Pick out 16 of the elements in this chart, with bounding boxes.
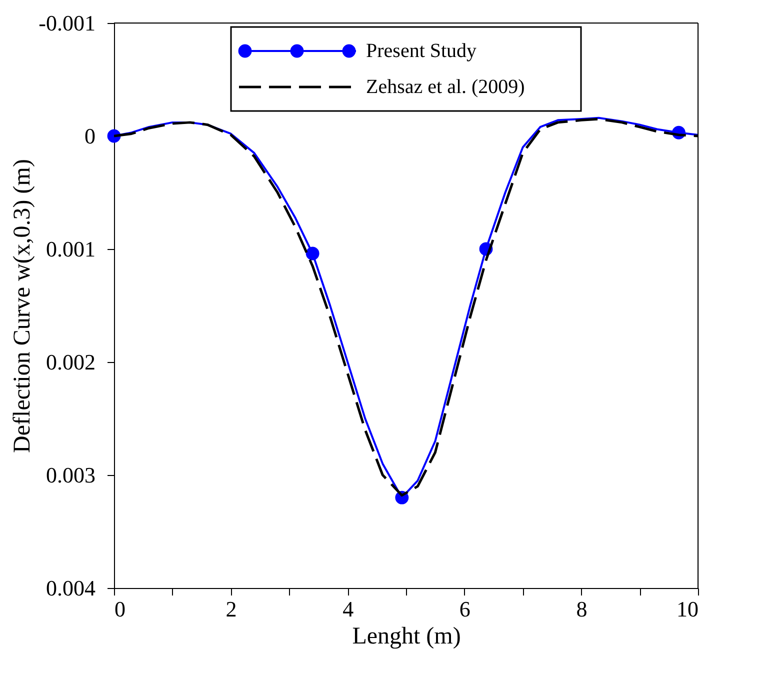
y-tick-label: 0.002 bbox=[46, 350, 96, 374]
x-tick-label: 2 bbox=[226, 596, 237, 622]
y-tick-label: 0.001 bbox=[46, 236, 96, 262]
x-tick-label: 8 bbox=[576, 596, 588, 622]
x-tick-label: 10 bbox=[676, 596, 698, 622]
y-axis-title: Deflection Curve w(x,0.3) (m) bbox=[10, 159, 36, 453]
x-tick-label: 6 bbox=[459, 596, 470, 622]
x-tick-label: 0 bbox=[114, 596, 126, 622]
series-label: Zehsaz et al. (2009) bbox=[366, 76, 525, 98]
y-tick-label: -0.001 bbox=[38, 10, 96, 36]
x-tick-label: 4 bbox=[342, 596, 354, 622]
legend-label: Present Study bbox=[366, 40, 477, 62]
y-tick-label: 0.004 bbox=[46, 576, 96, 600]
y-tick-label: 0 bbox=[84, 124, 96, 148]
y-tick-label: 0.003 bbox=[46, 462, 96, 488]
x-axis-title: Lenght (m) bbox=[352, 624, 461, 650]
